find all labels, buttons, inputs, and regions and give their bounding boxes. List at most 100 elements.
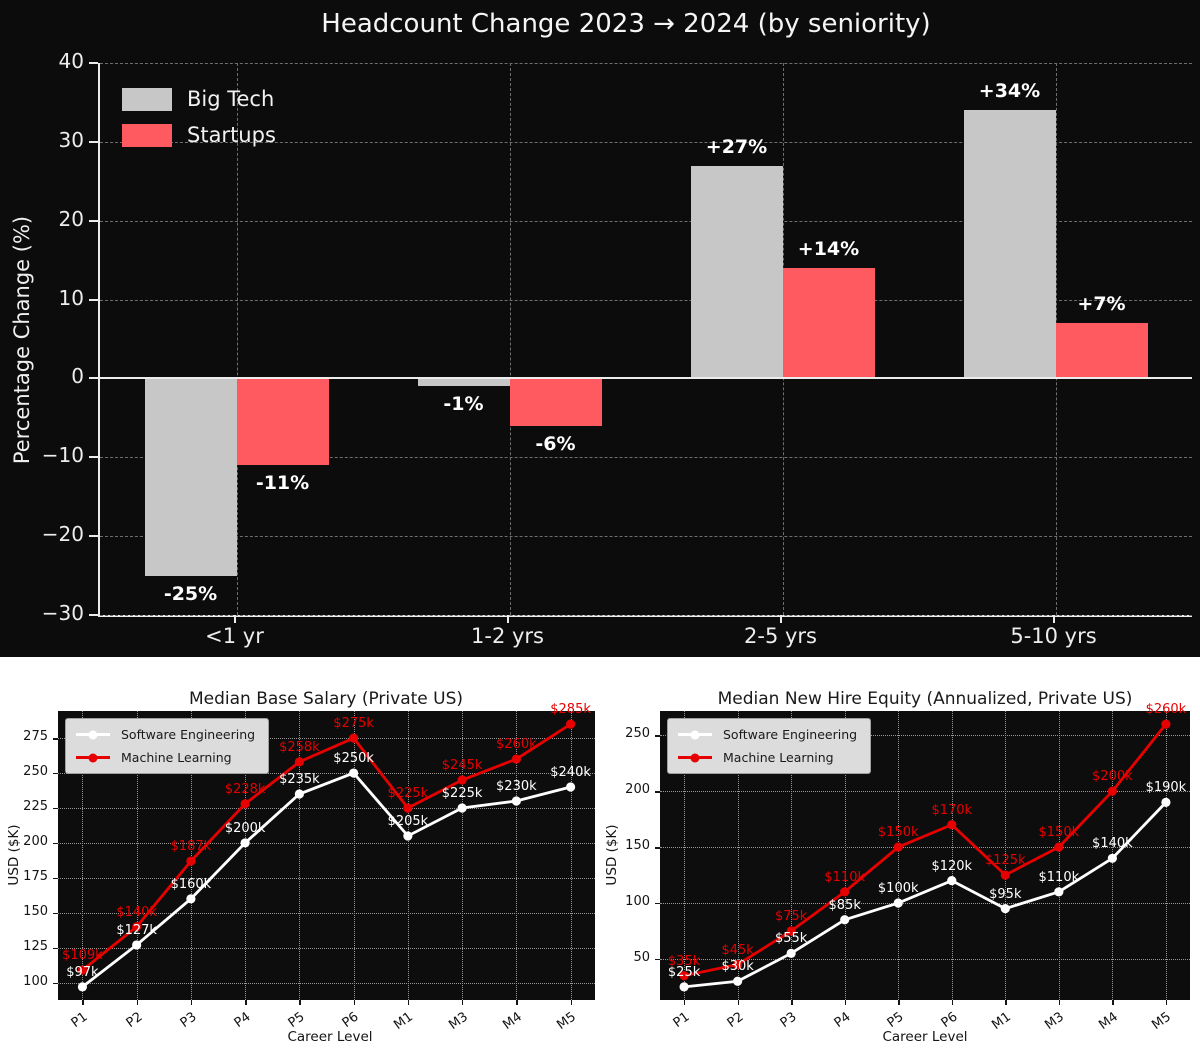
data-point-label: $170k bbox=[931, 802, 973, 818]
gridline-vertical bbox=[1165, 711, 1167, 1000]
gridline-vertical bbox=[951, 711, 953, 1000]
gridline-horizontal bbox=[660, 903, 1190, 904]
data-point-label: $75k bbox=[774, 908, 808, 924]
gridline-vertical bbox=[791, 711, 793, 1000]
data-point-label: $250k bbox=[333, 751, 374, 767]
y-tick-mark bbox=[53, 947, 58, 950]
x-tick-label-text: M3 bbox=[1042, 1009, 1068, 1034]
data-point-label: $25k bbox=[667, 964, 701, 980]
gridline-vertical bbox=[898, 711, 900, 1000]
x-tick-mark bbox=[737, 1000, 740, 1005]
data-point-label: $97k bbox=[66, 964, 99, 980]
x-tick-mark bbox=[190, 1000, 193, 1005]
gridline-horizontal bbox=[58, 842, 595, 844]
equity-chart-plot-area: $25k $30k $55k $85k $100k $120k $95k $110k $140k… bbox=[660, 702, 1190, 1000]
bar-startups bbox=[509, 378, 602, 426]
y-tick-label: 30 bbox=[58, 127, 84, 152]
data-point-marker bbox=[733, 959, 743, 970]
data-point-label: $275k bbox=[333, 716, 374, 732]
x-tick-label-text: P5 bbox=[285, 1009, 308, 1032]
legend-color-swatch bbox=[122, 87, 172, 111]
data-point-label: $230k bbox=[496, 778, 537, 794]
bar-value-label: +7% bbox=[1077, 293, 1126, 316]
bar-big-tech bbox=[144, 378, 237, 576]
data-point-marker bbox=[1000, 904, 1010, 914]
x-tick-label-text: P4 bbox=[231, 1009, 254, 1032]
data-point-label: $260k bbox=[496, 737, 537, 753]
bar-value-label: +27% bbox=[705, 135, 768, 158]
y-tick-label: 250 bbox=[625, 726, 650, 742]
gridline-horizontal bbox=[100, 457, 1192, 459]
salary-x-axis-label: Career Level bbox=[287, 1029, 373, 1045]
data-point-marker bbox=[947, 820, 957, 830]
x-tick-mark bbox=[1058, 1000, 1061, 1005]
data-point-marker bbox=[1161, 797, 1171, 807]
y-axis-label: Percentage Change (%) bbox=[10, 215, 34, 465]
data-point-label: $235k bbox=[279, 772, 320, 787]
y-tick-mark bbox=[89, 140, 98, 143]
y-tick-label: 40 bbox=[58, 49, 84, 73]
line-series-svg bbox=[679, 719, 1171, 992]
data-point-marker bbox=[457, 803, 467, 813]
data-point-marker bbox=[403, 803, 413, 813]
x-tick-mark bbox=[82, 1000, 84, 1005]
data-point-label: $260k bbox=[1145, 702, 1187, 718]
legend-marker-dot bbox=[690, 753, 700, 762]
y-tick-label: 125 bbox=[23, 938, 48, 954]
data-point-marker bbox=[565, 782, 576, 792]
legend-label: Software Engineering bbox=[121, 727, 256, 742]
x-tick-label-text: M5 bbox=[554, 1009, 579, 1034]
data-point-label: $200k bbox=[1092, 769, 1133, 785]
data-point-label: $200k bbox=[224, 820, 266, 836]
x-tick-mark bbox=[951, 1000, 954, 1005]
equity-chart-title: Median New Hire Equity (Annualized, Priv… bbox=[717, 689, 1133, 709]
data-point-marker bbox=[1107, 786, 1117, 796]
gridline-vertical bbox=[1005, 711, 1007, 1000]
x-tick-label-text: M1 bbox=[391, 1009, 417, 1034]
data-point-marker bbox=[1161, 719, 1171, 729]
legend-line-swatch bbox=[76, 753, 110, 762]
line-series-svg bbox=[77, 719, 576, 992]
legend-entry: Machine Learning bbox=[678, 750, 857, 765]
salary-chart-plot-area: $97k $127k $160k $200k $235k $250k $205k $225k $… bbox=[58, 702, 595, 1000]
equity-x-axis-label: Career Level bbox=[882, 1029, 968, 1045]
legend-line-swatch bbox=[678, 753, 712, 762]
data-point-marker bbox=[77, 965, 88, 975]
y-tick-mark bbox=[655, 958, 660, 961]
y-tick-label: 100 bbox=[625, 894, 650, 909]
data-point-marker bbox=[786, 926, 796, 936]
data-point-marker bbox=[893, 898, 903, 908]
legend-marker-dot bbox=[690, 730, 700, 739]
y-tick-mark bbox=[89, 219, 98, 222]
bar-value-label: -11% bbox=[255, 472, 310, 495]
bar-chart-plot-area: -25% -1% +27% +34% -11% -6% +14% +7% Big Tech Sta… bbox=[98, 63, 1192, 617]
x-tick-label-text: M4 bbox=[1096, 1009, 1121, 1034]
data-point-label: $85k bbox=[828, 897, 861, 913]
y-tick-label: −10 bbox=[41, 443, 84, 468]
data-point-marker bbox=[132, 940, 142, 950]
data-point-label: $240k bbox=[550, 765, 591, 781]
bar-value-label: -1% bbox=[443, 393, 484, 416]
data-point-label: $150k bbox=[877, 825, 919, 841]
gridline-vertical bbox=[737, 711, 739, 1000]
y-tick-mark bbox=[655, 791, 660, 793]
gridline-vertical bbox=[82, 711, 84, 1000]
x-tick-mark bbox=[407, 1000, 410, 1005]
x-tick-mark bbox=[1005, 1000, 1007, 1005]
gridline-horizontal bbox=[58, 773, 595, 775]
data-point-marker bbox=[349, 733, 359, 743]
x-tick-label-text: M4 bbox=[500, 1009, 525, 1034]
bar-startups bbox=[782, 268, 875, 379]
data-point-marker bbox=[1054, 842, 1064, 852]
gridline-horizontal bbox=[660, 735, 1190, 737]
x-tick-mark bbox=[570, 1000, 572, 1005]
gridline-horizontal bbox=[660, 847, 1190, 849]
gridline-vertical bbox=[136, 711, 138, 1000]
data-point-marker bbox=[240, 838, 250, 848]
y-tick-mark bbox=[53, 773, 58, 775]
legend-entry: Software Engineering bbox=[678, 727, 857, 742]
data-point-marker bbox=[679, 971, 689, 981]
x-tick-label: 2-5 yrs bbox=[744, 624, 817, 648]
y-tick-mark bbox=[53, 912, 58, 915]
data-point-marker bbox=[565, 719, 576, 729]
